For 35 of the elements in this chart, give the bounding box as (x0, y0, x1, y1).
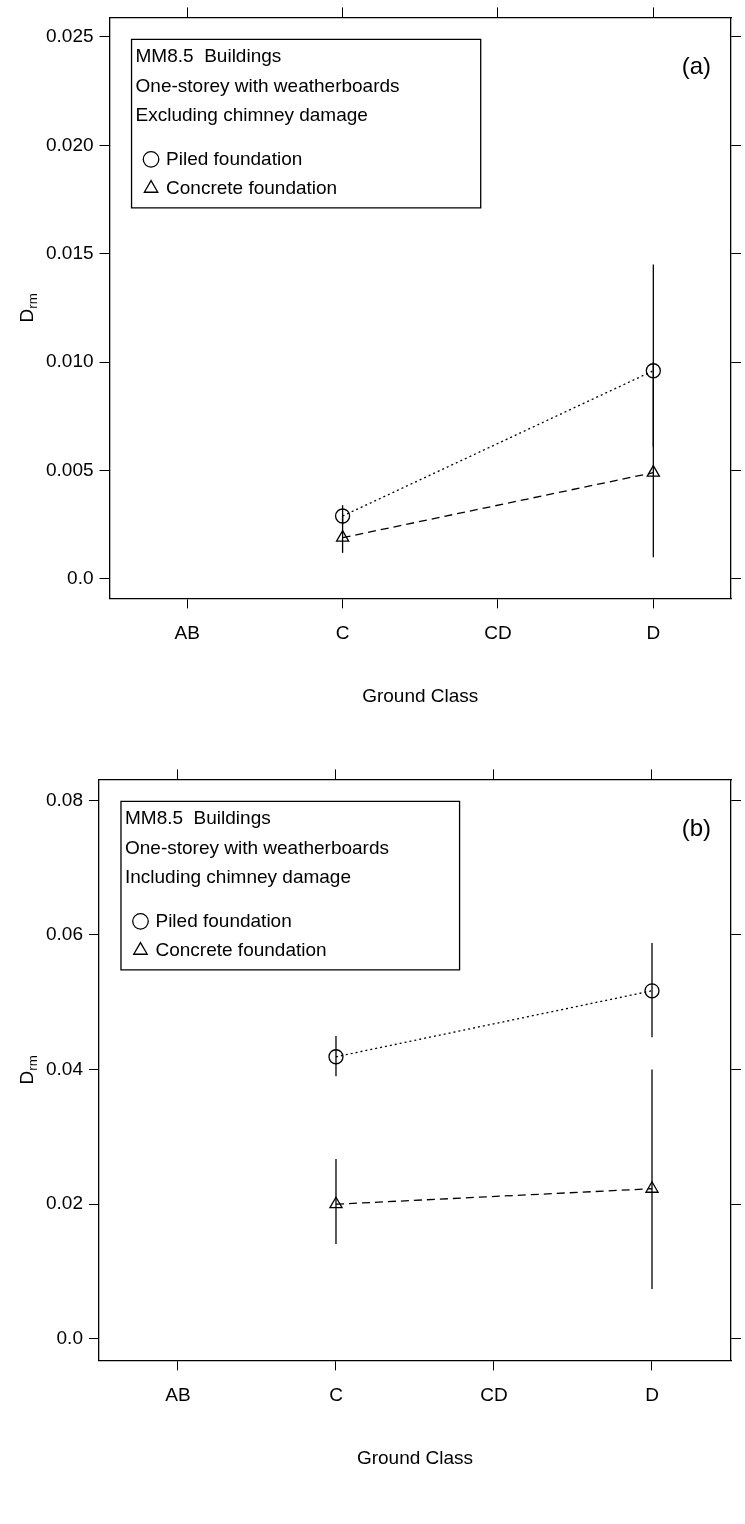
annotation: (a) (681, 52, 711, 80)
point (645, 363, 661, 379)
y-axis-title: Drm (16, 293, 41, 323)
point (644, 983, 660, 999)
x-axis-title: Ground Class (362, 684, 479, 706)
legend-label: Piled foundation (166, 147, 303, 169)
x-tick-label: AB (165, 1384, 191, 1406)
legend-title: MM8.5 Buildings One-storey with weatherboards Including chimney damage (124, 807, 389, 888)
y-tick-label: 0.020 (46, 133, 94, 155)
x-axis-title: Ground Class (356, 1446, 474, 1468)
y-axis-title: Drm (16, 1055, 41, 1085)
x-tick-label: C (335, 622, 350, 644)
point (334, 508, 351, 524)
x-tick-label: CD (484, 622, 512, 644)
y-tick-label: 0.010 (46, 350, 94, 372)
legend-title: MM8.5 Buildings One-storey with weatherboards Excluding chimney damage (135, 45, 400, 126)
y-tick-label: 0.0 (56, 1327, 83, 1349)
x-tick-label: D (646, 622, 661, 644)
y-tick-label: 0.02 (46, 1192, 83, 1214)
x-tick-label: D (645, 1384, 659, 1406)
y-tick-label: 0.005 (46, 458, 94, 480)
x-tick-label: AB (174, 622, 200, 644)
x-tick-label: CD (480, 1384, 508, 1406)
y-tick-label: 0.04 (46, 1057, 84, 1079)
legend-label: Concrete foundation (166, 176, 338, 198)
y-tick-label: 0.0 (67, 567, 94, 589)
legend-label: Concrete foundation (155, 938, 327, 960)
y-tick-label: 0.015 (46, 241, 94, 263)
y-tick-label: 0.025 (46, 25, 94, 47)
y-tick-label: 0.08 (46, 788, 83, 810)
y-tick-label: 0.06 (46, 923, 83, 945)
annotation: (b) (681, 814, 711, 842)
legend-label: Piled foundation (155, 909, 292, 931)
x-tick-label: C (329, 1384, 343, 1406)
point (328, 1049, 344, 1065)
